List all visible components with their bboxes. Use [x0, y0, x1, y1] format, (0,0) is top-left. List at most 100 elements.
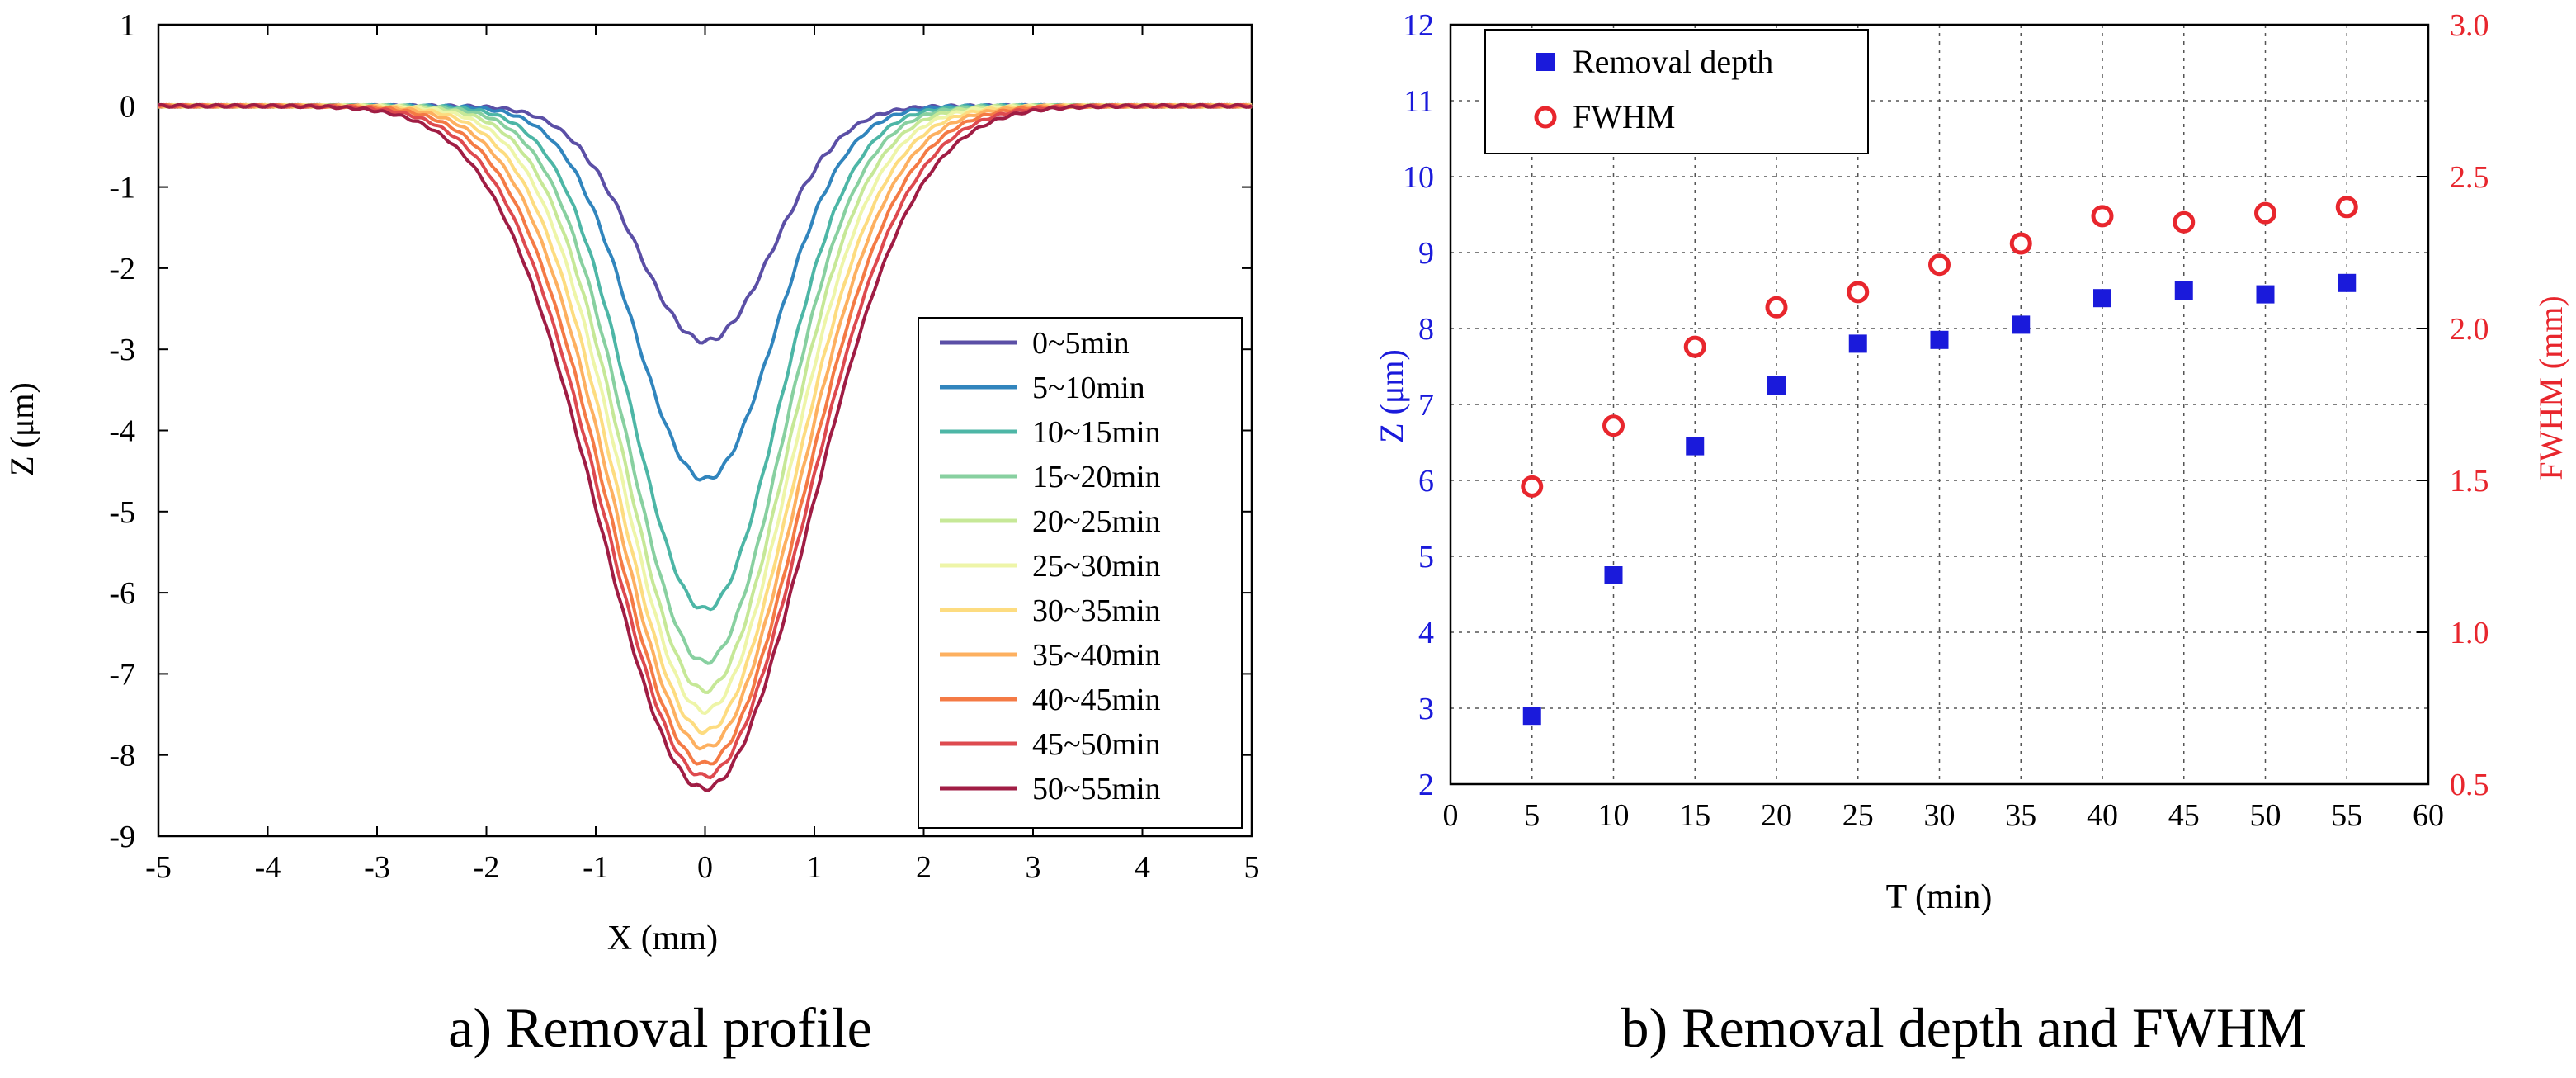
panel-b-y2-tick-label-2: 1.5: [2450, 464, 2489, 499]
panel-b-depth-point-10: [2338, 273, 2357, 292]
panel-b-fwhm-point-3: [1765, 296, 1788, 319]
panel-a-x-tick-label-3: -2: [474, 850, 500, 885]
panel-b-x-tick-label-8: 40: [2087, 798, 2118, 833]
panel-a-legend-label-10: 50~55min: [1032, 772, 1161, 806]
legend-marker-removal-depth: [1536, 53, 1555, 71]
panel-a-removal-profile: -5 -4 -3 -2 -1 0 1 2 3 4 5 1 0 -1 -2 -3 -4 -5 -6 -7 -8 -9 0~5…: [3, 8, 1260, 1059]
panel-b-caption: b) Removal depth and FWHM: [1621, 996, 2307, 1059]
legend-label-fwhm: FWHM: [1573, 98, 1675, 135]
panel-b-x-axis-label: T (min): [1886, 878, 1993, 916]
panel-b-y2-tick-label-1: 1.0: [2450, 616, 2489, 650]
panel-a-x-tick-label-1: -4: [255, 850, 281, 885]
panel-b-x-tick-label-3: 15: [1679, 798, 1710, 833]
panel-b-depth-point-3: [1767, 376, 1786, 395]
panel-b-y-tick-label-8: 10: [1403, 160, 1434, 195]
panel-a-curves: [158, 102, 1253, 793]
legend-label-removal-depth: Removal depth: [1573, 43, 1773, 80]
panel-a-x-tick-label-2: -3: [364, 850, 390, 885]
panel-a-legend-label-3: 15~20min: [1032, 460, 1161, 494]
panel-a-legend-label-0: 0~5min: [1032, 326, 1130, 361]
panel-a-y-tick-label-2: -1: [109, 171, 135, 206]
panel-b-fwhm-point-10: [2335, 196, 2358, 219]
panel-b-points: [1521, 196, 2358, 726]
panel-a-x-axis-label: X (mm): [607, 920, 718, 957]
panel-b-y2-tick-label-0: 0.5: [2450, 768, 2489, 802]
panel-a-legend: 0~5min 5~10min 10~15min 15~20min 20~25min 25~…: [918, 317, 1243, 829]
panel-a-caption: a) Removal profile: [448, 996, 872, 1059]
panel-b-y2-tick-label-3: 2.0: [2450, 312, 2489, 347]
panel-a-y-tick-label-0: 1: [120, 8, 135, 43]
panel-a-x-tick-label-4: -1: [583, 850, 609, 885]
panel-b-fwhm-point-4: [1847, 281, 1870, 304]
panel-b-x-tick-label-5: 25: [1842, 798, 1874, 833]
panel-b-plot-frame: [1449, 23, 2430, 786]
panel-a-x-tick-label-5: 0: [697, 850, 713, 885]
panel-b-y-tick-label-6: 8: [1418, 312, 1434, 347]
panel-b-legend: Removal depth FWHM: [1484, 29, 1869, 154]
panel-b-y-tick-label-0: 2: [1418, 768, 1434, 802]
panel-b-x-tick-label-11: 55: [2331, 798, 2362, 833]
panel-b-y2-tick-label-4: 2.5: [2450, 160, 2489, 195]
panel-b-fwhm-point-0: [1521, 475, 1544, 498]
panel-a-y-tick-label-9: -8: [109, 739, 135, 773]
panel-b-fwhm-point-5: [1928, 253, 1951, 277]
panel-b-fwhm-point-1: [1602, 414, 1625, 437]
panel-a-curve-10: [158, 102, 1253, 793]
panel-a-x-tick-label-7: 2: [916, 850, 932, 885]
panel-b-fwhm-point-8: [2173, 210, 2196, 234]
panel-b-ticks: 0 5 10 15 20 25 30 35 40 45 50 55 60234567891011120.…: [1403, 8, 2489, 833]
panel-a-legend-label-5: 25~30min: [1032, 549, 1161, 584]
panel-a-y-tick-label-3: -2: [109, 252, 135, 286]
panel-a-legend-label-7: 35~40min: [1032, 638, 1161, 673]
panel-b-y-tick-label-7: 9: [1418, 236, 1434, 271]
panel-b-x-tick-label-0: 0: [1443, 798, 1459, 833]
panel-b-fwhm-point-7: [2091, 205, 2114, 228]
panel-b-depth-point-9: [2256, 285, 2275, 304]
panel-a-x-tick-label-9: 4: [1135, 850, 1150, 885]
panel-b-depth-point-2: [1686, 437, 1705, 456]
panel-b-y-axis-label: Z (μm): [1373, 349, 1410, 443]
panel-a-x-tick-label-6: 1: [807, 850, 823, 885]
panel-b-depth-point-6: [2012, 315, 2031, 334]
panel-a-y-tick-label-5: -4: [109, 414, 135, 449]
panel-b-x-tick-label-2: 10: [1598, 798, 1630, 833]
panel-a-x-tick-label-0: -5: [145, 850, 172, 885]
panel-b-y-tick-label-3: 5: [1418, 540, 1434, 574]
panel-a-x-tick-label-8: 3: [1026, 850, 1041, 885]
panel-a-ticks: -5 -4 -3 -2 -1 0 1 2 3 4 5 1 0 -1 -2 -3 -4 -5 -6 -7 -8 -9: [109, 8, 1259, 885]
panel-a-legend-label-2: 10~15min: [1032, 415, 1161, 450]
panel-a-legend-label-9: 45~50min: [1032, 727, 1161, 762]
panel-b-x-tick-label-4: 20: [1761, 798, 1792, 833]
panel-b-y-tick-label-9: 11: [1404, 84, 1434, 119]
panel-a-y-tick-label-7: -6: [109, 576, 135, 611]
panel-b-removal-depth-fwhm: 0 5 10 15 20 25 30 35 40 45 50 55 60234567891011120.…: [1373, 8, 2569, 1059]
panel-b-y-tick-label-4: 6: [1418, 464, 1434, 499]
panel-a-y-tick-label-4: -3: [109, 333, 135, 367]
panel-a-y-tick-label-1: 0: [120, 89, 135, 124]
panel-b-fwhm-point-9: [2254, 201, 2276, 225]
panel-b-y-tick-label-2: 4: [1418, 616, 1434, 650]
panel-a-legend-label-4: 20~25min: [1032, 504, 1161, 539]
panel-a-y-tick-label-8: -7: [109, 657, 135, 692]
panel-b-x-tick-label-10: 50: [2250, 798, 2281, 833]
panel-b-depth-point-4: [1848, 334, 1867, 353]
panel-b-depth-point-8: [2174, 281, 2193, 300]
panel-a-x-tick-label-10: 5: [1244, 850, 1260, 885]
panel-b-fwhm-point-2: [1683, 335, 1706, 358]
panel-b-y-tick-label-5: 7: [1418, 388, 1434, 423]
panel-b-x-tick-label-1: 5: [1524, 798, 1540, 833]
panel-b-x-tick-label-7: 35: [2005, 798, 2036, 833]
legend-marker-fwhm: [1534, 106, 1557, 129]
panel-b-depth-point-7: [2093, 289, 2111, 308]
panel-b-fwhm-point-6: [2009, 232, 2032, 255]
panel-b-x-tick-label-9: 45: [2168, 798, 2200, 833]
panel-b-y2-axis-label: FWHM (mm): [2532, 296, 2569, 480]
panel-a-y-tick-label-10: -9: [109, 820, 135, 854]
panel-a-y-tick-label-6: -5: [109, 495, 135, 530]
panel-a-legend-label-6: 30~35min: [1032, 593, 1161, 628]
panel-b-depth-point-0: [1522, 707, 1541, 726]
panel-b-x-tick-label-6: 30: [1924, 798, 1956, 833]
panel-b-legend-box: [1484, 29, 1869, 154]
panel-a-y-axis-label: Z (μm): [3, 382, 40, 476]
